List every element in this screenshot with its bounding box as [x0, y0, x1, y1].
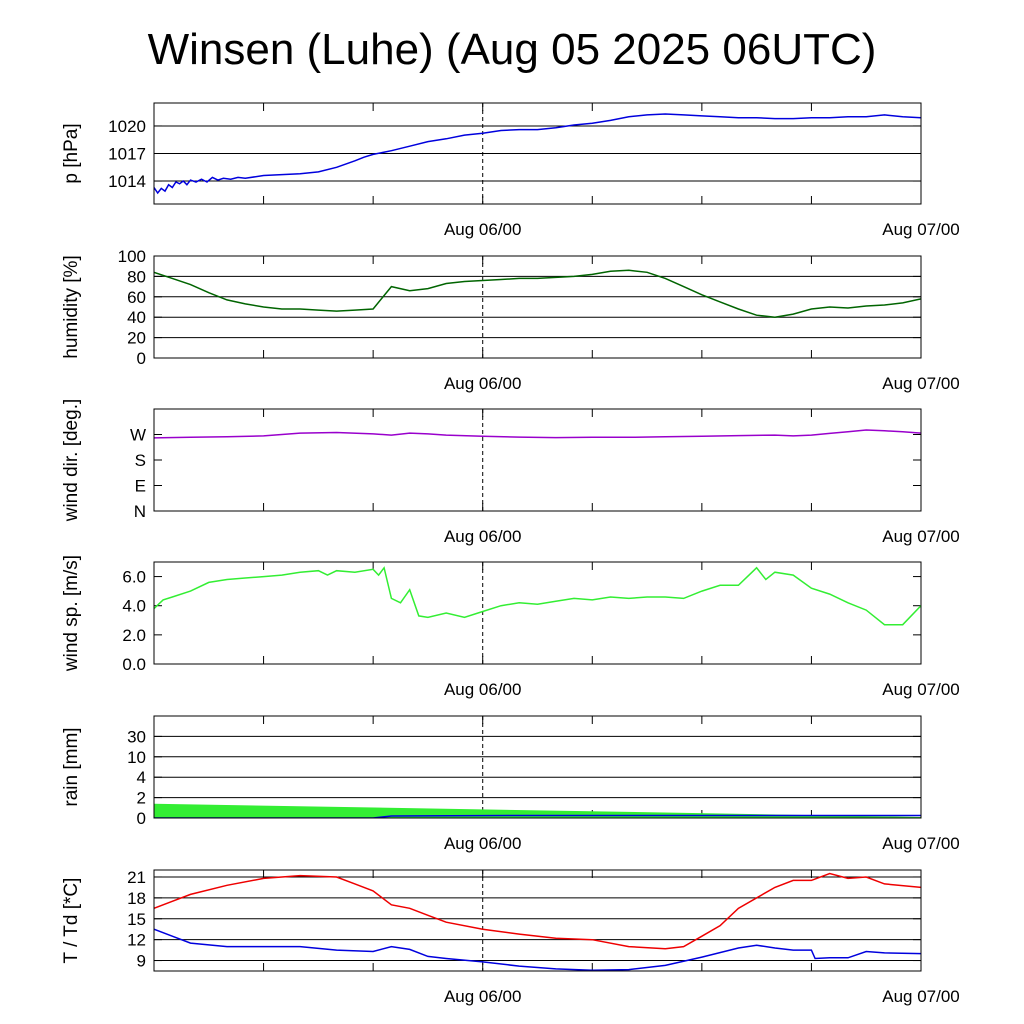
y-tick-label: 6.0 — [122, 568, 146, 587]
y-tick-label: 10 — [127, 748, 146, 767]
x-tick-label: Aug 06/00 — [444, 834, 522, 853]
y-axis-label: rain [mm] — [61, 727, 82, 806]
y-tick-label: S — [135, 451, 146, 470]
y-tick-label: 0 — [137, 809, 146, 828]
y-tick-label: 2.0 — [122, 626, 146, 645]
x-tick-label: Aug 06/00 — [444, 374, 522, 393]
x-tick-label: Aug 07/00 — [882, 680, 960, 699]
panel-frame — [153, 102, 922, 205]
y-tick-label: 21 — [127, 868, 146, 887]
y-tick-label: 4.0 — [122, 597, 146, 616]
series-line-pressure — [154, 113, 921, 195]
panel-rain: 02 410 30 rain [mm] Aug 06/00 Aug 07/00 — [61, 715, 960, 853]
y-tick-label: 1017 — [108, 145, 146, 164]
x-tick-label: Aug 07/00 — [882, 220, 960, 239]
y-tick-label: 9 — [137, 952, 146, 971]
y-tick-label: 20 — [127, 329, 146, 348]
y-tick-label: 80 — [127, 267, 146, 286]
y-tick-label: 60 — [127, 288, 146, 307]
panel-frame — [153, 408, 922, 512]
x-tick-label: Aug 07/00 — [882, 374, 960, 393]
series-line-wind_direction — [154, 429, 921, 439]
rain-area — [154, 803, 921, 818]
series-line-humidity — [154, 269, 921, 318]
x-tick-label: Aug 07/00 — [882, 987, 960, 1006]
y-tick-label: 15 — [127, 910, 146, 929]
x-tick-label: Aug 07/00 — [882, 834, 960, 853]
y-tick-label: 40 — [127, 308, 146, 327]
x-tick-label: Aug 06/00 — [444, 527, 522, 546]
y-tick-label: 0.0 — [122, 655, 146, 674]
series-line-wind_speed — [154, 566, 921, 626]
panel-frame — [153, 561, 922, 665]
y-tick-label: E — [135, 477, 146, 496]
y-tick-label: 1020 — [108, 117, 146, 136]
y-axis-label: wind dir. [deg.] — [61, 399, 82, 523]
y-tick-label: 2 — [137, 789, 146, 808]
x-tick-label: Aug 06/00 — [444, 987, 522, 1006]
series-line-t — [154, 872, 921, 950]
panel-frame — [153, 715, 922, 819]
y-axis-label: wind sp. [m/s] — [61, 555, 82, 672]
x-tick-label: Aug 07/00 — [882, 527, 960, 546]
y-axis-label: p [hPa] — [61, 123, 82, 183]
y-tick-label: 12 — [127, 931, 146, 950]
y-tick-label: W — [130, 426, 146, 445]
y-axis-label: humidity [%] — [61, 255, 82, 358]
x-tick-label: Aug 06/00 — [444, 680, 522, 699]
y-tick-label: 4 — [137, 768, 146, 787]
panel-frame — [153, 255, 922, 359]
y-tick-label: N — [134, 502, 146, 521]
x-tick-label: Aug 06/00 — [444, 220, 522, 239]
y-tick-label: 30 — [127, 727, 146, 746]
y-axis-label: T / Td [*C] — [61, 878, 82, 964]
y-tick-label: 18 — [127, 889, 146, 908]
panel-pressure: 1014 1017 1020 p [hPa] Aug 06/00 Aug 07/00 — [61, 102, 960, 239]
chart-title: Winsen (Luhe) (Aug 05 2025 06UTC) — [147, 25, 877, 74]
y-tick-label: 100 — [118, 247, 146, 266]
panel-wind_speed: 0.0 2.0 4.0 6.0 wind sp. [m/s] Aug 06/00 Aug 0… — [61, 555, 960, 699]
y-tick-label: 0 — [137, 349, 146, 368]
panel-frame — [153, 869, 922, 972]
series-line-rain — [154, 814, 921, 818]
series-line-td — [154, 928, 921, 971]
panel-temperature: 9 12 15 18 21 T / Td [*C] Aug 06/00 Aug 07/00 — [61, 868, 960, 1006]
y-tick-label: 1014 — [108, 172, 146, 191]
